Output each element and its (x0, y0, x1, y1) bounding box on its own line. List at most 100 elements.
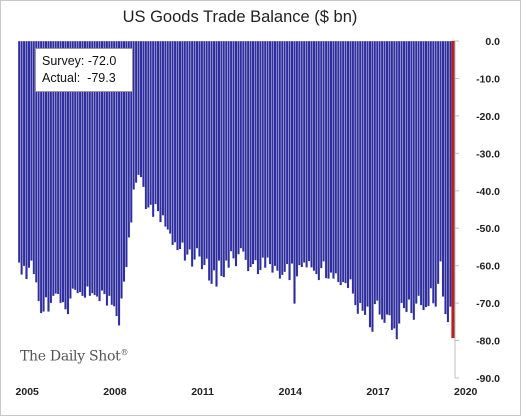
bar (30, 40, 33, 261)
bar (441, 40, 445, 297)
bar (173, 40, 177, 243)
actual-line: Actual: -79.3 (42, 71, 116, 85)
bar (249, 40, 253, 268)
bar (20, 40, 24, 275)
bar (159, 40, 162, 223)
bar (395, 40, 399, 340)
survey-line: Survey: -72.0 (42, 54, 117, 68)
bar (188, 40, 192, 250)
bar (219, 40, 223, 277)
bar (339, 40, 343, 286)
bar (205, 40, 209, 260)
bar (412, 40, 416, 321)
x-tick-label: 2005 (16, 386, 40, 398)
bar (431, 40, 435, 304)
bar (346, 40, 350, 289)
bar (351, 40, 355, 294)
y-tick-label: -10.0 (476, 73, 500, 85)
bar (276, 40, 279, 272)
bar (436, 40, 440, 285)
bar (139, 40, 143, 178)
bar (195, 40, 199, 249)
bar (363, 40, 367, 316)
bar (402, 40, 406, 309)
bar (439, 40, 443, 262)
bar (329, 40, 333, 273)
bar (280, 40, 284, 276)
bar (302, 40, 306, 263)
bar-group (17, 40, 456, 340)
bar (392, 40, 396, 329)
bar (305, 40, 309, 268)
bar (149, 40, 153, 206)
bar (185, 40, 189, 255)
y-tick-label: -80.0 (476, 336, 500, 348)
bar (261, 40, 265, 258)
bar (234, 40, 238, 267)
bar (17, 40, 21, 263)
bar (151, 40, 155, 218)
bar (263, 40, 267, 269)
bar (297, 40, 301, 266)
bar (446, 40, 450, 323)
bar (258, 40, 262, 271)
bar (22, 40, 26, 267)
bar (356, 40, 360, 315)
bar (288, 40, 291, 281)
bar (154, 40, 158, 205)
bar (312, 40, 316, 272)
bar (317, 40, 321, 281)
bar (202, 40, 206, 266)
y-tick-label: -70.0 (476, 298, 500, 310)
bar (215, 40, 218, 287)
x-tick-label: 2014 (279, 386, 303, 398)
bar (168, 40, 172, 235)
bar (419, 40, 423, 306)
y-tick-label: 0.0 (485, 36, 500, 48)
bar (222, 40, 226, 278)
bar (212, 40, 216, 271)
daily-shot-logo: The Daily Shot® (20, 348, 129, 365)
bar (341, 40, 345, 283)
x-tick-group: 2005 2008 2011 2014 2017 2020 (16, 386, 478, 398)
bar (353, 40, 357, 306)
bar (156, 40, 160, 212)
bar (375, 40, 379, 302)
bar (232, 40, 235, 259)
bar (314, 40, 318, 275)
bar (146, 40, 150, 208)
x-tick-label: 2020 (454, 386, 478, 398)
bar (324, 40, 328, 279)
bar (417, 40, 421, 297)
bar (429, 40, 433, 289)
bar (409, 40, 413, 314)
bar (27, 40, 31, 269)
bar (322, 40, 326, 262)
bar (210, 40, 214, 285)
bar (414, 40, 418, 305)
y-tick-label: -90.0 (476, 373, 500, 385)
y-tick-label: -30.0 (476, 148, 500, 160)
bar (254, 40, 257, 261)
bar (424, 40, 428, 308)
bar (244, 40, 248, 261)
bar (378, 40, 382, 315)
chart-title: US Goods Trade Balance ($ bn) (122, 8, 358, 26)
x-tick-label: 2008 (103, 386, 127, 398)
bar (163, 40, 167, 227)
bar (176, 40, 179, 251)
bar (371, 40, 374, 333)
bar (278, 40, 282, 279)
bar (198, 40, 201, 257)
bar (142, 40, 145, 188)
bar (193, 40, 196, 260)
bar (397, 40, 401, 324)
bar (400, 40, 404, 304)
x-tick-label: 2011 (191, 386, 214, 398)
bar (336, 40, 340, 283)
bar (161, 40, 165, 216)
bar (366, 40, 369, 308)
bar (227, 40, 231, 269)
bar (295, 40, 299, 277)
